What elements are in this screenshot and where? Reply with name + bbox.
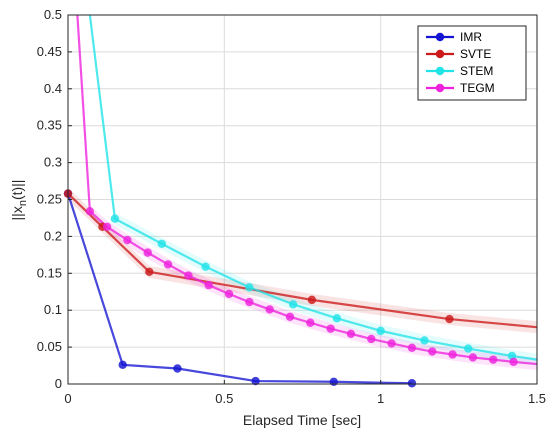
point-tegm	[387, 339, 396, 348]
point-tegm	[184, 271, 193, 280]
point-stem	[288, 300, 298, 309]
y-tick-label: 0.1	[44, 302, 62, 317]
point-stem	[110, 214, 120, 223]
point-svte	[307, 295, 317, 305]
axes	[67, 14, 538, 385]
x-tick-label: 1.5	[528, 391, 546, 406]
y-tick-label: 0.15	[37, 265, 62, 280]
legend-marker-imr	[435, 32, 445, 42]
y-tick-label: 0.45	[37, 44, 62, 59]
point-tegm	[204, 280, 213, 290]
point-imr	[173, 364, 182, 373]
point-tegm	[85, 207, 95, 216]
point-tegm	[428, 347, 437, 356]
point-tegm	[224, 289, 234, 299]
point-svte	[445, 314, 454, 324]
point-tegm	[407, 343, 417, 353]
point-stem	[376, 326, 385, 336]
point-imr	[251, 376, 260, 386]
tick-labels: 0 0.5 1 1.5 0 0.05 0.1 0.15 0.2 0.25 0.3 0.35 0.4 0.4…	[37, 7, 546, 406]
point-imr	[329, 377, 338, 386]
y-tick-label: 0.25	[37, 192, 62, 207]
point-stem	[464, 344, 473, 353]
point-tegm	[285, 312, 295, 322]
point-tegm	[245, 297, 254, 307]
legend-label-stem: STEM	[460, 64, 493, 78]
point-tegm	[102, 222, 112, 232]
x-axis-label: Elapsed Time [sec]	[243, 412, 361, 428]
point-imr	[118, 360, 127, 370]
band-svte	[68, 187, 537, 334]
y-axis-label-tail: (t)||	[9, 180, 25, 201]
point-imr	[407, 379, 417, 388]
legend-marker-tegm	[435, 83, 445, 93]
point-tegm	[468, 353, 478, 362]
series-markers	[63, 189, 518, 388]
confidence-bands	[68, 15, 537, 371]
legend-label-imr: IMR	[460, 30, 482, 44]
point-tegm	[163, 260, 173, 269]
y-axis-label: ||xn(t)||	[9, 180, 29, 221]
point-tegm	[306, 318, 315, 327]
y-tick-label: 0.35	[37, 118, 62, 133]
y-tick-label: 0.2	[44, 228, 62, 243]
y-axis-label-subscript: n	[17, 200, 29, 206]
legend: IMR SVTE STEM TEGM	[417, 25, 527, 101]
point-tegm	[346, 329, 356, 339]
point-tegm	[123, 235, 132, 245]
line-stem	[88, 15, 537, 361]
x-tick-label: 1	[377, 391, 384, 406]
point-stem	[157, 239, 166, 248]
point-stem	[420, 336, 429, 345]
legend-marker-stem	[435, 66, 445, 76]
y-axis-label-main: ||x	[9, 206, 25, 220]
point-tegm	[326, 324, 335, 333]
point-tegm	[265, 305, 274, 314]
point-tegm	[143, 248, 152, 257]
x-tick-label: 0	[64, 391, 71, 406]
y-tick-label: 0.3	[44, 155, 62, 170]
y-tick-label: 0.5	[44, 7, 62, 22]
point-tegm	[367, 334, 376, 344]
y-tick-label: 0.4	[44, 81, 62, 96]
point-tegm	[448, 350, 457, 359]
band-tegm	[77, 15, 537, 371]
line-imr	[68, 193, 412, 384]
legend-label-svte: SVTE	[460, 47, 491, 61]
x-tick-label: 0.5	[215, 391, 233, 406]
point-tegm	[489, 355, 498, 364]
line-svte	[68, 192, 537, 329]
point-stem	[201, 262, 210, 271]
y-tick-label: 0.05	[37, 339, 62, 354]
point-tegm	[509, 357, 518, 367]
point-stem	[332, 314, 342, 323]
legend-marker-svte	[435, 49, 445, 59]
point-stem	[245, 283, 254, 292]
legend-label-tegm: TEGM	[460, 81, 495, 95]
point-svte	[145, 267, 154, 277]
y-tick-label: 0	[55, 376, 62, 391]
